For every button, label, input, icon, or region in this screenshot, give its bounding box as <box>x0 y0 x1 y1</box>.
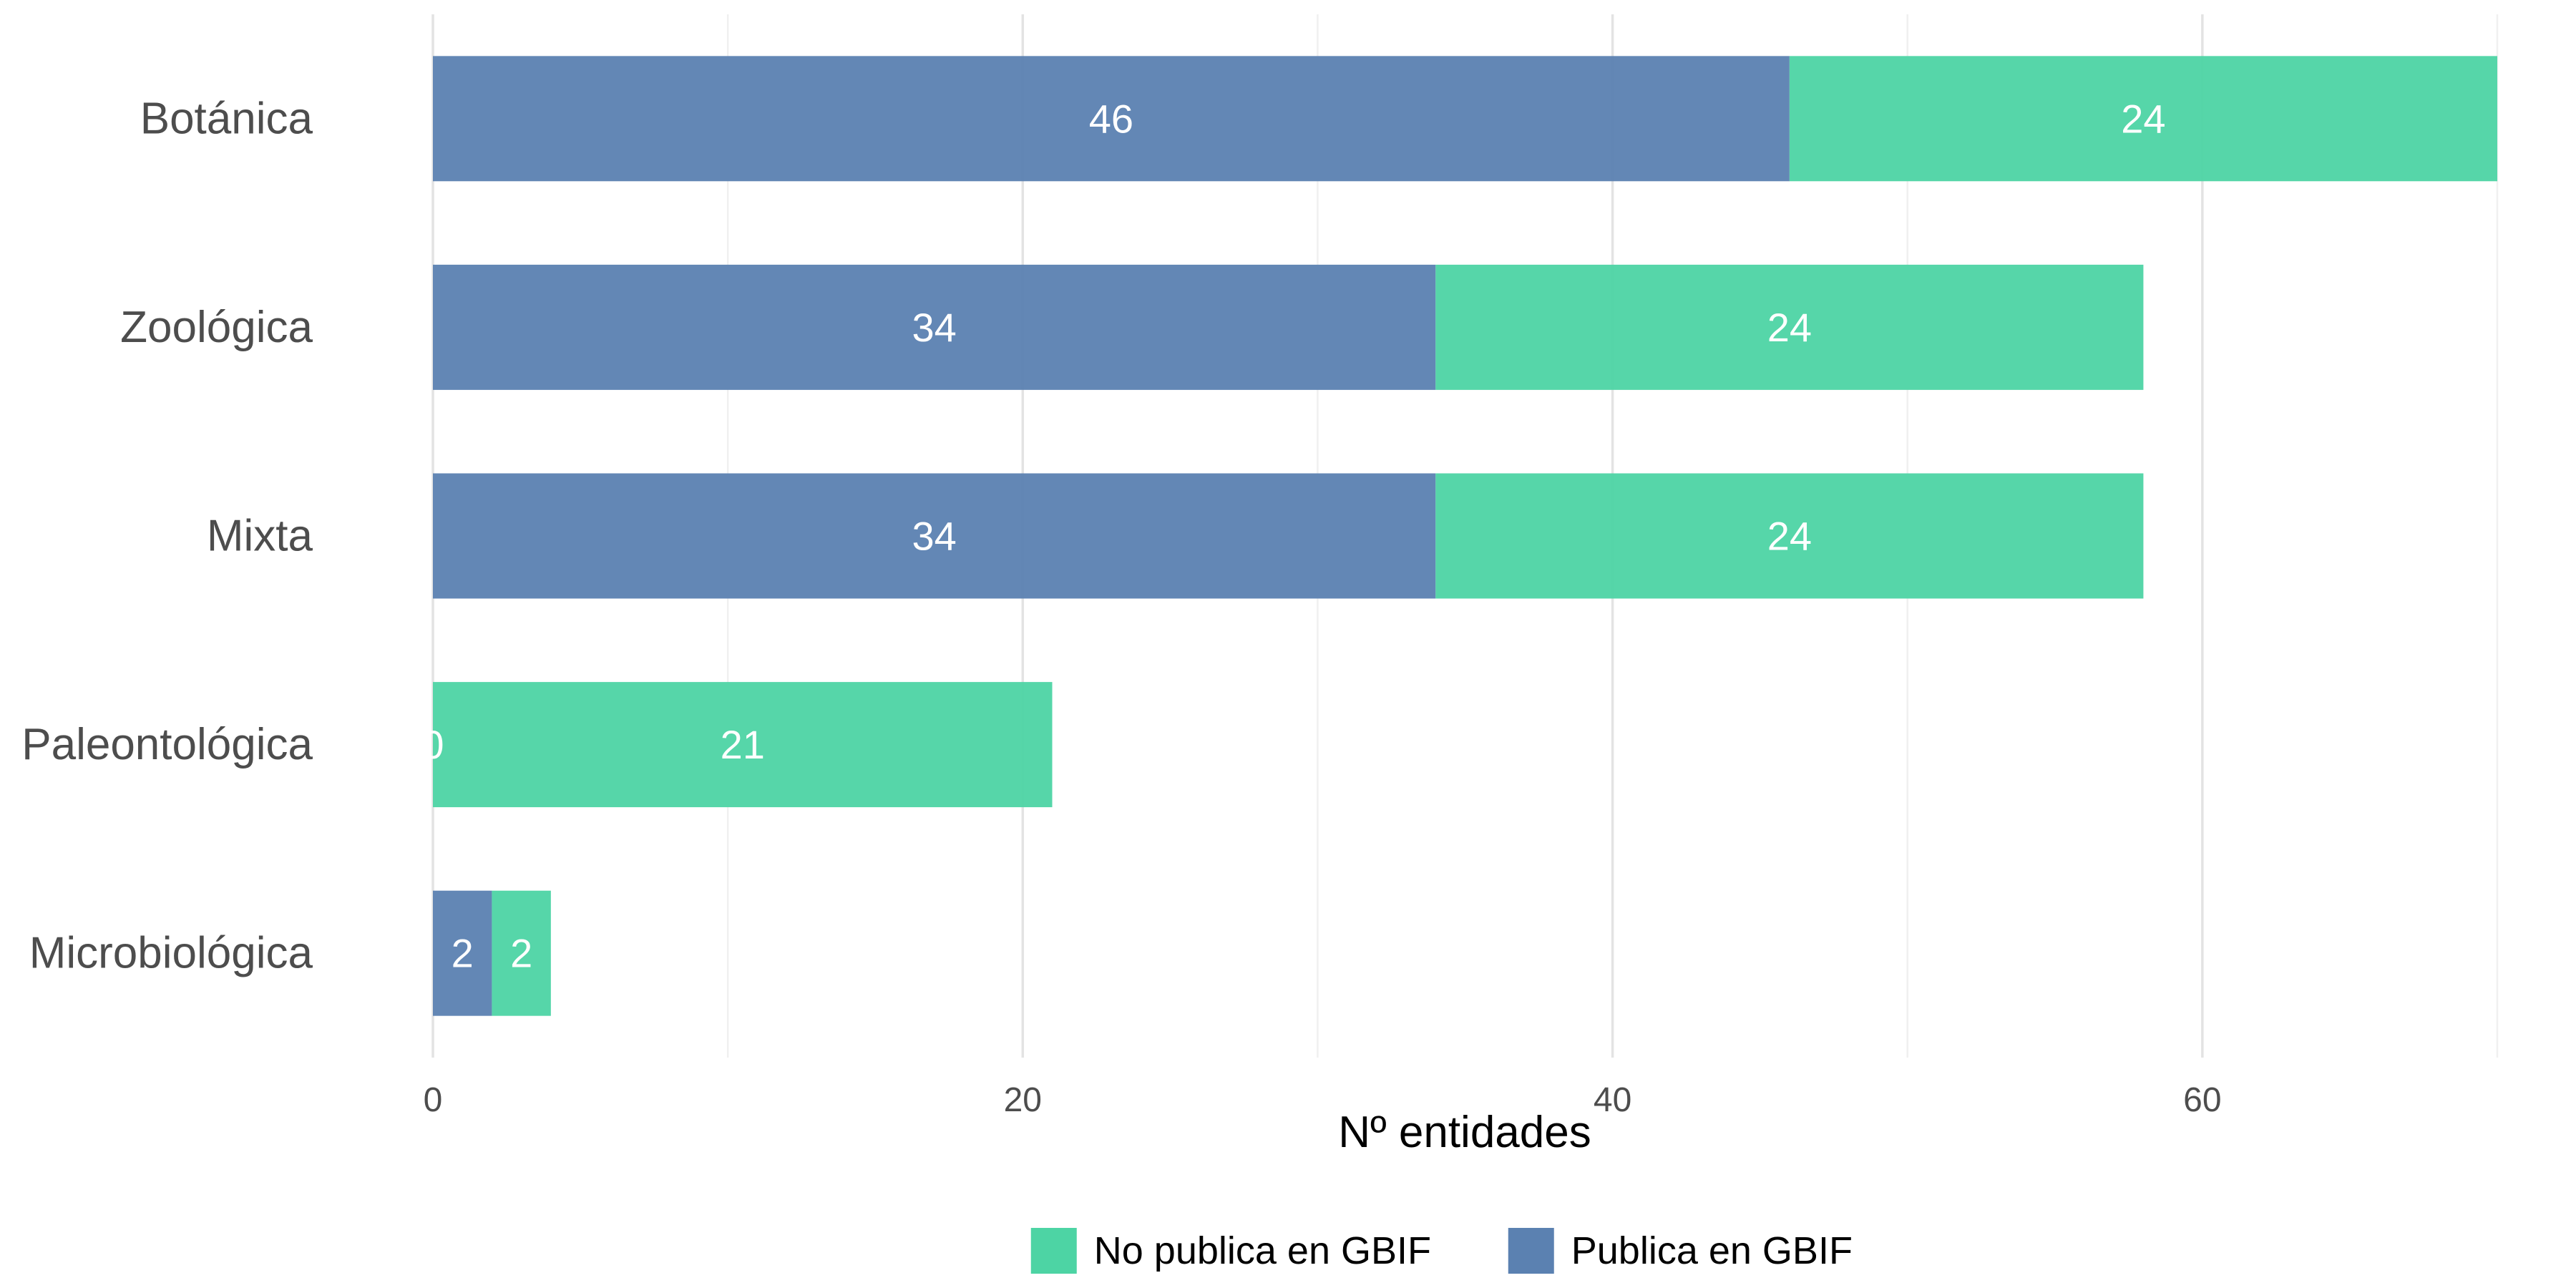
category-label-zoologica: Zoológica <box>120 303 313 352</box>
legend-label-no-publica-en-gbif: No publica en GBIF <box>1094 1229 1431 1272</box>
bar-layer <box>433 56 2497 1016</box>
data-label-publica-en-gbif-botanica: 46 <box>1089 96 1133 141</box>
category-axis: Botánica Zoológica Mixta Paleontológica Micr… <box>21 94 313 977</box>
bar-no-publica-en-gbif-paleontologica <box>433 682 1053 808</box>
category-label-microbiologica: Microbiológica <box>29 929 313 978</box>
data-label-no-publica-en-gbif-paleontologica: 21 <box>721 722 765 767</box>
category-label-mixta: Mixta <box>207 512 313 561</box>
legend-swatch-publica-en-gbif <box>1508 1228 1554 1274</box>
category-label-botanica: Botánica <box>140 94 313 143</box>
legend-swatch-no-publica-en-gbif <box>1030 1228 1077 1274</box>
bar-publica-en-gbif-mixta <box>433 473 1436 599</box>
bar-no-publica-en-gbif-microbiologica <box>492 890 551 1016</box>
data-label-publica-en-gbif-paleontologica: 0 <box>421 722 444 767</box>
value-axis: 0 20 40 60 <box>424 1081 2222 1119</box>
category-label-paleontologica: Paleontológica <box>21 720 313 769</box>
bar-publica-en-gbif-zoologica <box>433 264 1436 390</box>
x-tick-label: 60 <box>2183 1081 2221 1119</box>
bar-publica-en-gbif-botanica <box>433 56 1790 182</box>
data-label-publica-en-gbif-mixta: 34 <box>912 514 956 559</box>
legend: No publica en GBIF Publica en GBIF <box>1030 1228 1853 1274</box>
bar-no-publica-en-gbif-zoologica <box>1435 264 2144 390</box>
data-label-no-publica-en-gbif-microbiologica: 2 <box>510 931 532 976</box>
x-axis-title: Nº entidades <box>1338 1108 1591 1157</box>
x-tick-label: 40 <box>1594 1081 1631 1119</box>
data-label-no-publica-en-gbif-botanica: 24 <box>2121 96 2165 141</box>
data-label-publica-en-gbif-microbiologica: 2 <box>452 931 474 976</box>
data-label-layer: 46 24 34 24 34 24 0 21 2 2 <box>421 96 2165 975</box>
bar-publica-en-gbif-microbiologica <box>433 890 492 1016</box>
data-label-no-publica-en-gbif-zoologica: 24 <box>1767 305 1812 350</box>
x-tick-label: 20 <box>1004 1081 1042 1119</box>
bar-no-publica-en-gbif-botanica <box>1789 56 2497 182</box>
data-label-no-publica-en-gbif-mixta: 24 <box>1767 514 1812 559</box>
legend-label-publica-en-gbif: Publica en GBIF <box>1571 1229 1853 1272</box>
bar-no-publica-en-gbif-mixta <box>1435 473 2144 599</box>
x-tick-label: 0 <box>424 1081 443 1119</box>
data-label-publica-en-gbif-zoologica: 34 <box>912 305 956 350</box>
